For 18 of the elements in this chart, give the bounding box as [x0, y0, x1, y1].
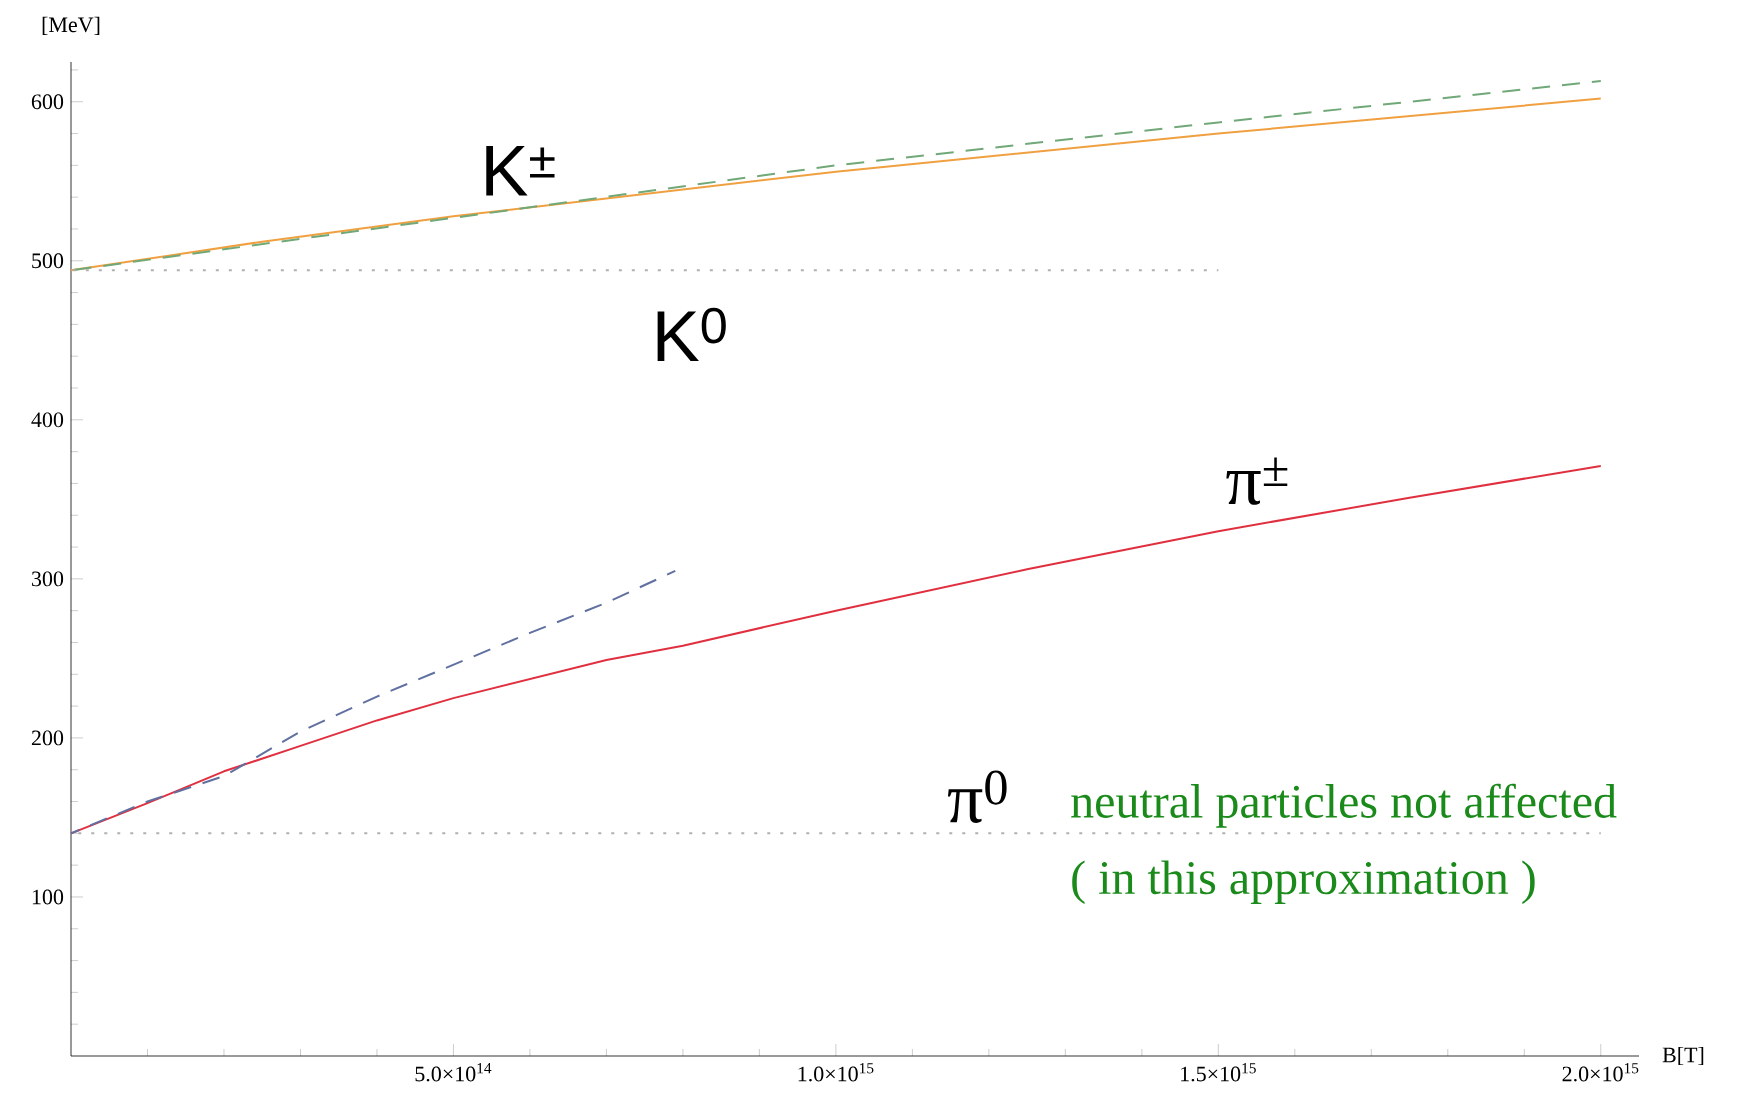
- x-tick-label: 2.0×10$^{15}$: [1562, 1063, 1639, 1082]
- series-label: π$^{±}$: [1226, 457, 1288, 505]
- x-axis-title: B[T]: [1662, 1046, 1704, 1066]
- x-tick-label: 5.0×10$^{14}$: [415, 1063, 492, 1082]
- x-tick-label: 1.5×10$^{15}$: [1181, 1063, 1256, 1082]
- y-tick-label: 200: [31, 730, 64, 746]
- y-tick-label: 300: [32, 571, 64, 587]
- annotation: ( in this approximation ): [1072, 860, 1535, 904]
- series-label: K$^{0}$: [657, 307, 726, 361]
- series-label: π$^{0}$: [947, 770, 1007, 823]
- y-axis-title: [MeV]: [42, 16, 100, 35]
- series-label: K$^{±}$: [486, 146, 555, 196]
- y-tick-label: 400: [31, 412, 64, 428]
- y-tick-label: 100: [32, 889, 64, 905]
- y-tick-label: 500: [32, 253, 64, 269]
- y-tick-label: 600: [31, 94, 64, 110]
- x-tick-label: 1.0×10$^{15}$: [798, 1063, 874, 1082]
- annotation: neutral particles not affected: [1071, 783, 1617, 828]
